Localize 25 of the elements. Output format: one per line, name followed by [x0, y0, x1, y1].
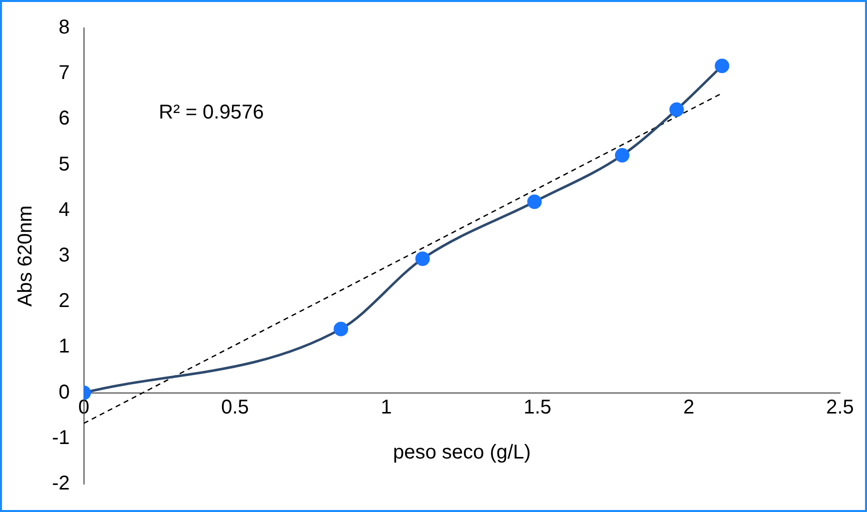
- point: [415, 251, 430, 266]
- y-tick-label: -1: [52, 426, 70, 449]
- x-tick-label: 1: [380, 396, 392, 418]
- y-tick-label: 1: [58, 336, 70, 358]
- y-tick-label: -2: [52, 472, 70, 495]
- x-axis-title: peso seco (g/L): [392, 441, 531, 464]
- y-tick-label: 7: [58, 62, 70, 84]
- x-tick-label: 1.5: [524, 396, 552, 418]
- y-tick-label: 8: [58, 16, 70, 39]
- point: [334, 322, 348, 336]
- point: [614, 148, 630, 162]
- x-tick-label: 2.5: [826, 396, 854, 418]
- y-tick-label: 6: [58, 108, 70, 130]
- y-tick-label: 2: [58, 290, 70, 312]
- point: [669, 102, 684, 117]
- x-tick-label: 0.5: [221, 396, 249, 418]
- y-tick-label: 3: [58, 244, 70, 267]
- x-tick-label: 2: [683, 396, 694, 418]
- annotation: R² = 0.9576: [158, 102, 264, 124]
- y-tick-label: 4: [58, 198, 70, 221]
- y-axis-title: Abs 620nm: [14, 205, 37, 307]
- point: [527, 194, 542, 209]
- point: [714, 58, 730, 74]
- y-tick-label: 0: [58, 381, 70, 404]
- y-tick-label: 5: [58, 153, 70, 176]
